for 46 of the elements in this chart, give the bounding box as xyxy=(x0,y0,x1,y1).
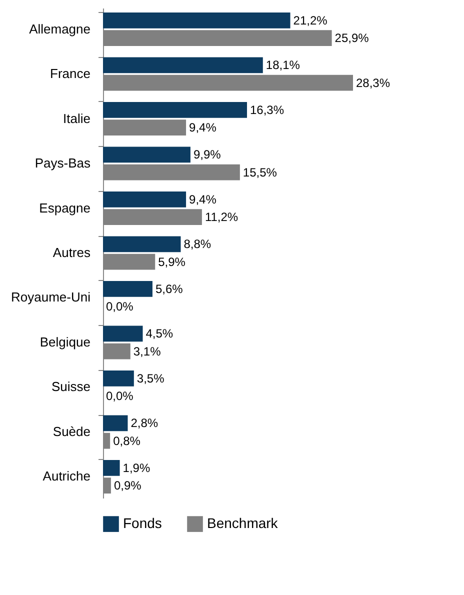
y-tick-label: Allemagne xyxy=(29,21,90,36)
data-label: 1,9% xyxy=(122,460,150,475)
bar xyxy=(103,191,186,208)
y-tick-label: Autres xyxy=(52,245,91,260)
data-label: 16,3% xyxy=(250,102,284,117)
y-tick-label: Suède xyxy=(52,424,90,439)
bar xyxy=(103,102,247,118)
y-tick-label: Autriche xyxy=(42,468,90,484)
y-tick-label: Espagne xyxy=(39,200,90,216)
y-tick-label: France xyxy=(50,66,90,82)
data-label: 3,5% xyxy=(136,371,165,386)
data-label: 18,1% xyxy=(266,58,300,72)
bar xyxy=(103,146,190,163)
data-label: 9,4% xyxy=(189,192,217,206)
data-label: 9,9% xyxy=(193,148,222,162)
data-label: 0,0% xyxy=(106,389,134,404)
data-label: 9,4% xyxy=(189,120,217,135)
bar xyxy=(103,326,143,342)
y-tick-label: Pays-Bas xyxy=(34,156,91,170)
data-label: 8,8% xyxy=(184,237,212,252)
bar xyxy=(103,415,128,432)
data-label: 2,8% xyxy=(130,416,158,430)
data-label: 25,9% xyxy=(334,31,370,46)
data-label: 11,2% xyxy=(204,210,238,224)
data-label: 3,1% xyxy=(133,344,162,358)
bar xyxy=(103,57,263,74)
data-label: 0,8% xyxy=(113,434,141,448)
y-tick-label: Royaume-Uni xyxy=(11,290,91,305)
data-label: 28,3% xyxy=(356,76,390,90)
bar xyxy=(103,236,181,252)
bar xyxy=(103,370,134,386)
data-label: 0,9% xyxy=(114,478,142,493)
data-label: 4,5% xyxy=(146,326,174,341)
data-label: 15,5% xyxy=(242,165,278,180)
bar xyxy=(103,280,152,297)
data-label: 5,6% xyxy=(155,282,184,296)
bar xyxy=(103,12,290,28)
y-tick-label: Belgique xyxy=(40,334,90,350)
data-label: 0,0% xyxy=(106,300,134,314)
data-label: 5,9% xyxy=(158,254,186,269)
y-tick-label: Italie xyxy=(63,110,90,126)
legend-label: Fonds xyxy=(123,515,162,532)
data-label: 21,2% xyxy=(293,13,328,28)
legend-label: Benchmark xyxy=(207,515,279,532)
y-tick-label: Suisse xyxy=(51,379,90,394)
bar xyxy=(103,460,120,476)
